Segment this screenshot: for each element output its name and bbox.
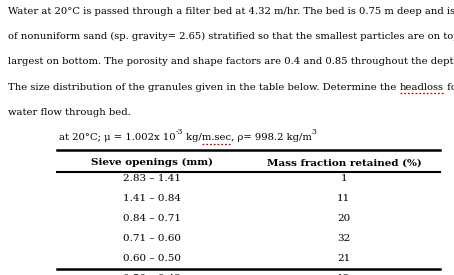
Text: 0.84 – 0.71: 0.84 – 0.71: [123, 214, 181, 223]
Text: 1: 1: [340, 174, 347, 183]
Text: 3: 3: [312, 128, 316, 136]
Text: m.sec: m.sec: [202, 133, 231, 142]
Text: 11: 11: [337, 194, 350, 203]
Text: 13: 13: [337, 274, 350, 275]
Text: Water at 20°C is passed through a filter bed at 4.32 m/hr. The bed is 0.75 m dee: Water at 20°C is passed through a filter…: [8, 7, 454, 16]
Text: headloss: headloss: [400, 83, 444, 92]
Text: 2.83 – 1.41: 2.83 – 1.41: [123, 174, 181, 183]
Text: 0.60 – 0.50: 0.60 – 0.50: [123, 254, 181, 263]
Text: 1.41 – 0.84: 1.41 – 0.84: [123, 194, 181, 203]
Text: Sieve openings (mm): Sieve openings (mm): [91, 158, 213, 167]
Text: for clean: for clean: [444, 83, 454, 92]
Text: The size distribution of the granules given in the table below. Determine the: The size distribution of the granules gi…: [8, 83, 400, 92]
Text: 32: 32: [337, 234, 350, 243]
Text: 0.50 – 0.42: 0.50 – 0.42: [123, 274, 181, 275]
Text: -3: -3: [176, 128, 183, 136]
Text: of nonuniform sand (sp. gravity= 2.65) stratified so that the smallest particles: of nonuniform sand (sp. gravity= 2.65) s…: [8, 32, 454, 41]
Text: kg/: kg/: [183, 133, 202, 142]
Text: largest on bottom. The porosity and shape factors are 0.4 and 0.85 throughout th: largest on bottom. The porosity and shap…: [8, 57, 454, 67]
Text: Mass fraction retained (%): Mass fraction retained (%): [266, 158, 421, 167]
Text: 20: 20: [337, 214, 350, 223]
Text: at 20°C; μ = 1.002x 10: at 20°C; μ = 1.002x 10: [59, 133, 176, 142]
Text: 21: 21: [337, 254, 350, 263]
Text: water flow through bed.: water flow through bed.: [8, 108, 131, 117]
Text: kg/m.sec, ρ= 998.2 kg/m: kg/m.sec, ρ= 998.2 kg/m: [183, 133, 312, 142]
Text: 0.71 – 0.60: 0.71 – 0.60: [123, 234, 181, 243]
